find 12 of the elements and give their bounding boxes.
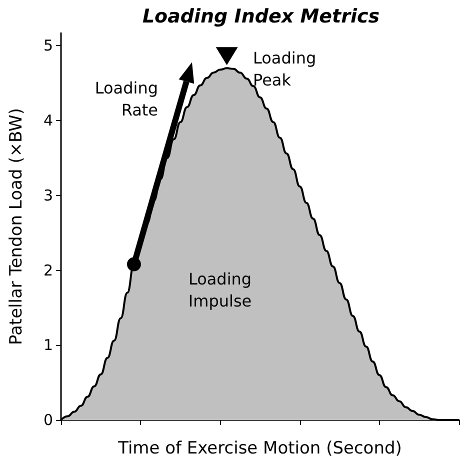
- chart-title: Loading Index Metrics: [142, 6, 380, 28]
- annotation: Loading Rate: [94, 78, 158, 120]
- y-tick-label: 0: [43, 411, 53, 429]
- y-tick-label: 1: [43, 336, 53, 354]
- y-axis-title: Patellar Tendon Load (×BW): [6, 108, 26, 345]
- y-tick-label: 4: [43, 112, 53, 130]
- y-tick-label: 3: [43, 186, 53, 204]
- annotation: Loading Peak: [253, 48, 316, 90]
- x-axis-title: Time of Exercise Motion (Second): [117, 438, 402, 458]
- annotation: Loading Impulse: [188, 270, 252, 310]
- y-tick-label: 5: [43, 36, 53, 55]
- y-tick-label: 2: [43, 261, 53, 280]
